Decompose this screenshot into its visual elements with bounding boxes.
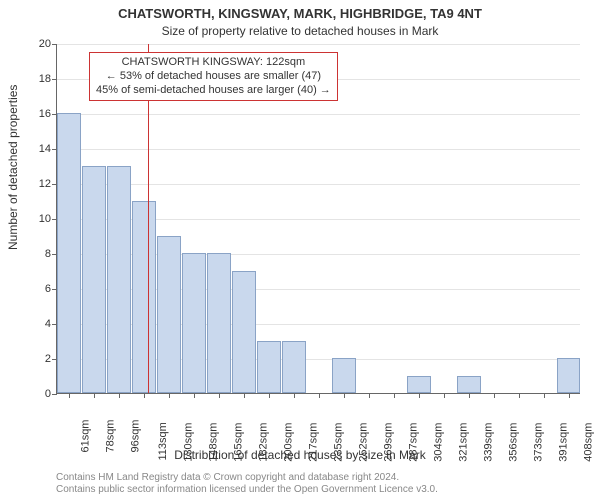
xtick-mark: [569, 393, 570, 398]
xtick-mark: [494, 393, 495, 398]
gridline: [57, 184, 580, 185]
ytick-label: 16: [39, 108, 57, 120]
bar: [107, 166, 131, 394]
annotation-line: CHATSWORTH KINGSWAY: 122sqm: [96, 56, 331, 70]
ytick-label: 2: [45, 353, 57, 365]
bar: [407, 376, 431, 394]
xtick-mark: [344, 393, 345, 398]
xtick-mark: [269, 393, 270, 398]
xtick-mark: [369, 393, 370, 398]
bar: [57, 113, 81, 393]
bar: [157, 236, 181, 394]
footer: Contains HM Land Registry data © Crown c…: [56, 472, 438, 496]
ytick-label: 12: [39, 178, 57, 190]
gridline: [57, 149, 580, 150]
bar: [332, 358, 356, 393]
footer-line-1: Contains HM Land Registry data © Crown c…: [56, 472, 438, 484]
gridline: [57, 44, 580, 45]
bar: [282, 341, 306, 394]
chart-subtitle: Size of property relative to detached ho…: [0, 24, 600, 38]
xtick-mark: [244, 393, 245, 398]
bar: [82, 166, 106, 394]
xtick-mark: [294, 393, 295, 398]
xtick-mark: [419, 393, 420, 398]
xtick-mark: [519, 393, 520, 398]
bar: [257, 341, 281, 394]
bar: [557, 358, 581, 393]
ytick-label: 10: [39, 213, 57, 225]
ytick-label: 0: [45, 388, 57, 400]
chart-title: CHATSWORTH, KINGSWAY, MARK, HIGHBRIDGE, …: [0, 6, 600, 21]
xtick-mark: [94, 393, 95, 398]
ytick-label: 14: [39, 143, 57, 155]
xtick-mark: [469, 393, 470, 398]
xtick-mark: [119, 393, 120, 398]
annotation-line: ← 53% of detached houses are smaller (47…: [96, 70, 331, 84]
annotation-line: 45% of semi-detached houses are larger (…: [96, 84, 331, 98]
bar: [132, 201, 156, 394]
footer-line-2: Contains public sector information licen…: [56, 484, 438, 496]
annotation-box: CHATSWORTH KINGSWAY: 122sqm← 53% of deta…: [89, 52, 338, 101]
chart-container: CHATSWORTH, KINGSWAY, MARK, HIGHBRIDGE, …: [0, 0, 600, 500]
x-axis-label: Distribution of detached houses by size …: [0, 448, 600, 462]
ytick-label: 20: [39, 38, 57, 50]
ytick-label: 8: [45, 248, 57, 260]
xtick-mark: [69, 393, 70, 398]
bar: [232, 271, 256, 394]
ytick-label: 4: [45, 318, 57, 330]
bar: [182, 253, 206, 393]
ytick-label: 6: [45, 283, 57, 295]
xtick-mark: [394, 393, 395, 398]
xtick-mark: [444, 393, 445, 398]
gridline: [57, 114, 580, 115]
bar: [207, 253, 231, 393]
xtick-mark: [319, 393, 320, 398]
xtick-mark: [169, 393, 170, 398]
y-axis-label: Number of detached properties: [6, 85, 20, 250]
bar: [457, 376, 481, 394]
ytick-label: 18: [39, 73, 57, 85]
xtick-mark: [219, 393, 220, 398]
xtick-mark: [194, 393, 195, 398]
xtick-mark: [544, 393, 545, 398]
plot-area: 0246810121416182061sqm78sqm96sqm113sqm13…: [56, 44, 580, 394]
xtick-mark: [144, 393, 145, 398]
